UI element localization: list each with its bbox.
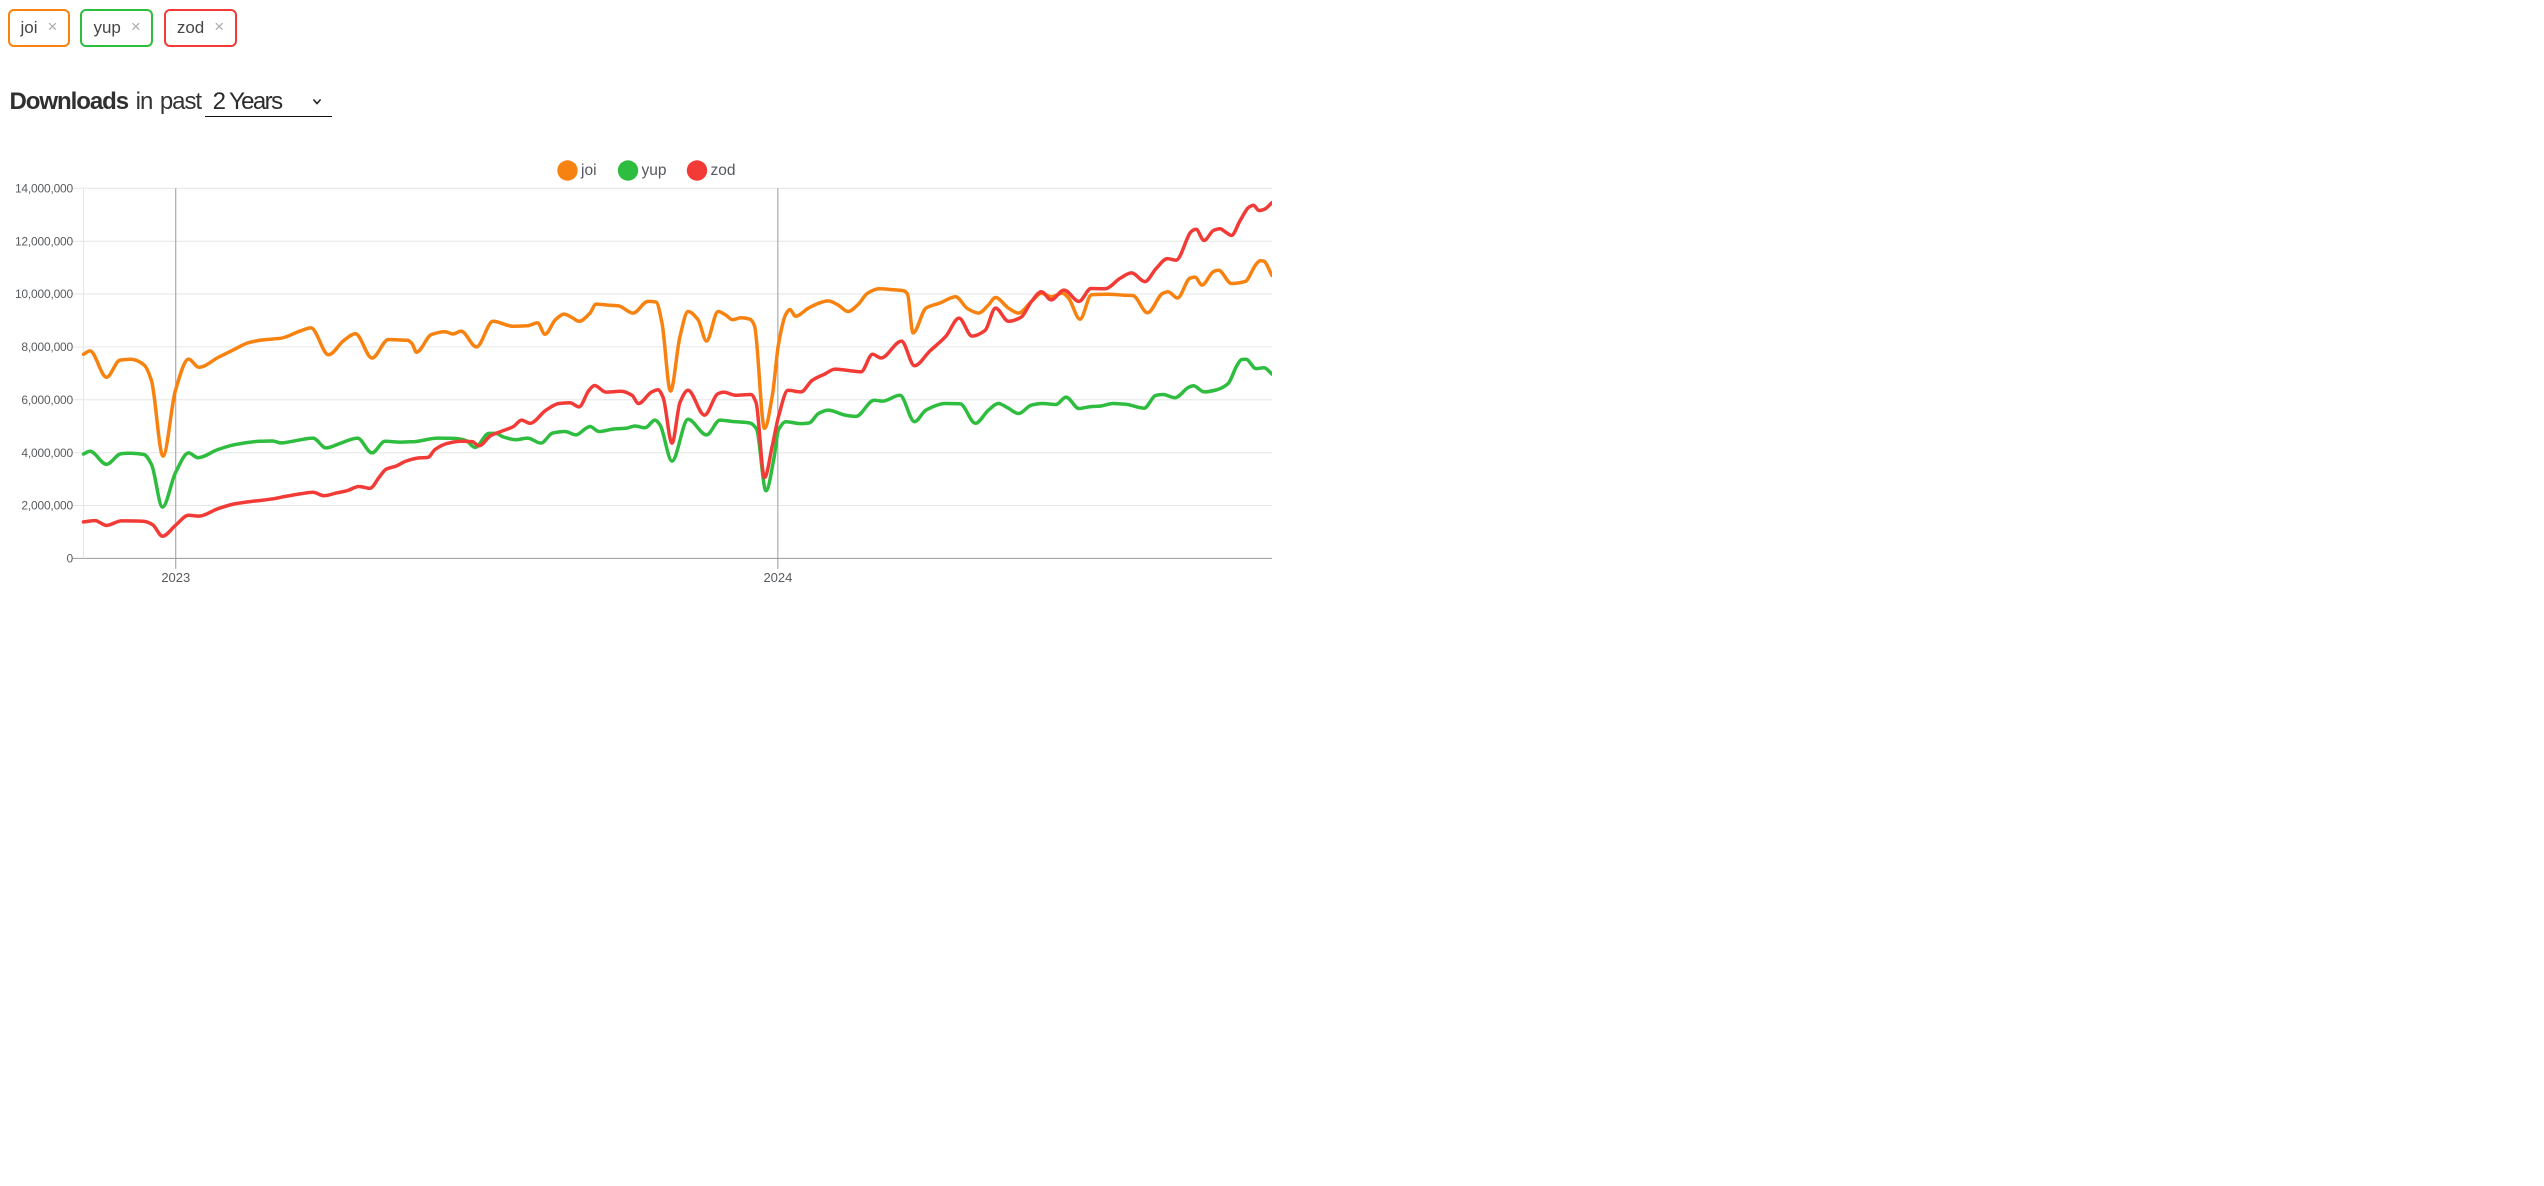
svg-text:2024: 2024: [763, 570, 792, 585]
svg-text:yup: yup: [642, 162, 667, 179]
svg-text:0: 0: [67, 551, 74, 565]
svg-text:12,000,000: 12,000,000: [15, 234, 74, 248]
svg-text:6,000,000: 6,000,000: [21, 393, 73, 407]
svg-text:2,000,000: 2,000,000: [21, 499, 73, 513]
svg-text:2023: 2023: [161, 570, 190, 585]
svg-text:joi: joi: [580, 162, 597, 179]
svg-text:4,000,000: 4,000,000: [21, 446, 73, 460]
svg-text:8,000,000: 8,000,000: [21, 340, 73, 354]
svg-text:10,000,000: 10,000,000: [15, 287, 74, 301]
svg-text:zod: zod: [711, 162, 736, 179]
svg-text:14,000,000: 14,000,000: [15, 181, 74, 195]
